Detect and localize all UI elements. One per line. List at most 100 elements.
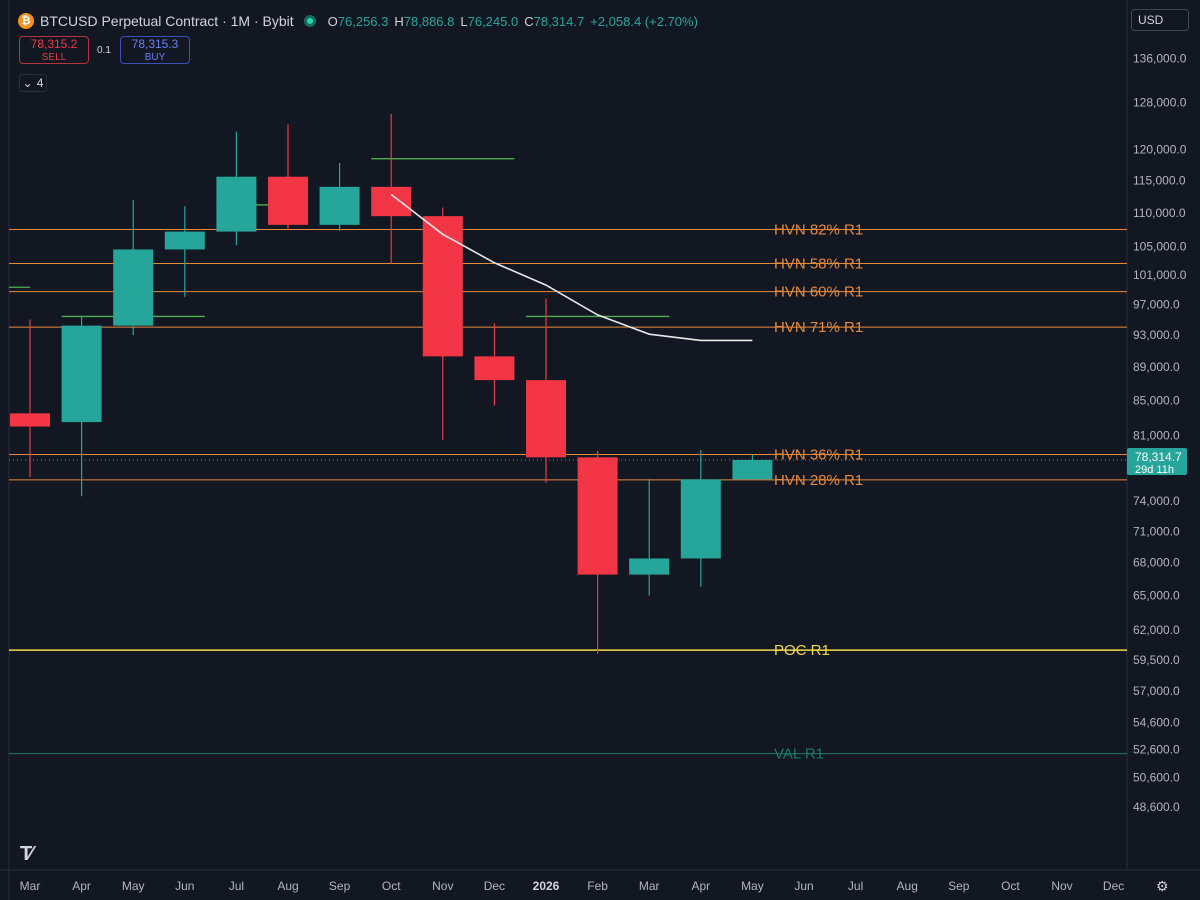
indicators-count: 4 bbox=[36, 76, 44, 90]
candle-body bbox=[216, 176, 257, 232]
level-label: POC R1 bbox=[774, 642, 830, 659]
x-tick-label: Apr bbox=[691, 879, 710, 893]
x-tick-label: Aug bbox=[897, 879, 918, 893]
y-tick-label: 71,000.0 bbox=[1133, 524, 1180, 538]
x-tick-label: Oct bbox=[1001, 879, 1020, 893]
candle-body bbox=[268, 176, 308, 225]
y-tick-label: 68,000.0 bbox=[1133, 556, 1180, 570]
candle-body bbox=[113, 249, 154, 326]
candle-body bbox=[577, 457, 618, 575]
y-tick-label: 97,000.0 bbox=[1133, 297, 1180, 311]
buy-button[interactable]: 78,315.3 BUY bbox=[120, 36, 190, 64]
buy-price: 78,315.3 bbox=[131, 37, 179, 51]
x-tick-label: Feb bbox=[587, 879, 608, 893]
y-tick-label: 50,600.0 bbox=[1133, 771, 1180, 785]
y-tick-label: 136,000.0 bbox=[1133, 51, 1187, 65]
order-quantity[interactable]: 0.1 bbox=[97, 45, 111, 56]
y-tick-label: 65,000.0 bbox=[1133, 589, 1180, 603]
bitcoin-icon: ₿ bbox=[18, 13, 34, 29]
level-label: HVN 71% R1 bbox=[774, 319, 863, 336]
sell-button[interactable]: 78,315.2 SELL bbox=[19, 36, 89, 64]
x-tick-label: Mar bbox=[639, 879, 660, 893]
level-label: HVN 60% R1 bbox=[774, 284, 863, 301]
indicators-toggle-button[interactable]: ⌄ 4 bbox=[19, 74, 47, 92]
y-tick-label: 52,600.0 bbox=[1133, 743, 1180, 757]
candle-body bbox=[10, 413, 50, 427]
ohlc-values: O76,256.3 H78,886.8 L76,245.0 C78,314.7 … bbox=[328, 14, 698, 29]
low-value: 76,245.0 bbox=[467, 13, 519, 29]
x-tick-label: Apr bbox=[72, 879, 91, 893]
x-tick-label: Sep bbox=[329, 879, 351, 893]
y-tick-label: 74,000.0 bbox=[1133, 494, 1180, 508]
candle-body bbox=[422, 216, 463, 357]
y-tick-label: 128,000.0 bbox=[1133, 96, 1187, 110]
candle-body bbox=[680, 479, 721, 559]
high-key: H bbox=[394, 13, 404, 29]
x-tick-label: Jun bbox=[794, 879, 813, 893]
market-status-icon[interactable] bbox=[303, 15, 316, 27]
x-tick-label: Jul bbox=[848, 879, 863, 893]
candle-body bbox=[629, 558, 670, 575]
sell-label: SELL bbox=[41, 52, 67, 63]
candle-body bbox=[732, 459, 773, 480]
candle-body bbox=[526, 380, 566, 458]
close-value: 78,314.7 bbox=[533, 13, 585, 29]
x-tick-label: Aug bbox=[277, 879, 298, 893]
x-tick-label: Dec bbox=[484, 879, 505, 893]
open-key: O bbox=[327, 13, 338, 29]
y-tick-label: 57,000.0 bbox=[1133, 684, 1180, 698]
y-tick-label: 115,000.0 bbox=[1133, 173, 1186, 187]
x-tick-label: Dec bbox=[1103, 879, 1124, 893]
tradingview-logo-icon[interactable]: T⁄ bbox=[20, 843, 32, 865]
chevron-down-icon: ⌄ bbox=[22, 76, 33, 90]
y-tick-label: 120,000.0 bbox=[1133, 143, 1187, 157]
current-price-badge-price: 78,314.7 bbox=[1135, 450, 1182, 464]
moving-average-line bbox=[390, 193, 753, 342]
low-key: L bbox=[460, 13, 468, 29]
x-tick-label: May bbox=[122, 879, 145, 893]
level-label: HVN 36% R1 bbox=[774, 447, 863, 464]
x-tick-label: Sep bbox=[948, 879, 970, 893]
buy-label: BUY bbox=[144, 52, 166, 63]
y-tick-label: 48,600.0 bbox=[1133, 800, 1180, 814]
x-tick-label: May bbox=[741, 879, 764, 893]
candle-body bbox=[164, 231, 205, 250]
x-tick-label: Nov bbox=[1051, 879, 1072, 893]
y-tick-label: 105,000.0 bbox=[1133, 240, 1187, 254]
x-tick-label: Oct bbox=[382, 879, 401, 893]
y-tick-label: 59,500.0 bbox=[1133, 653, 1180, 667]
x-tick-label: 2026 bbox=[533, 879, 560, 893]
y-tick-label: 62,000.0 bbox=[1133, 623, 1180, 637]
level-label: HVN 58% R1 bbox=[774, 255, 863, 272]
y-tick-label: 54,600.0 bbox=[1133, 715, 1180, 729]
y-tick-label: 110,000.0 bbox=[1133, 206, 1186, 220]
y-tick-label: 101,000.0 bbox=[1133, 268, 1187, 282]
y-tick-label: 89,000.0 bbox=[1133, 360, 1180, 374]
change-value: +2,058.4 (+2.70%) bbox=[590, 13, 698, 29]
close-key: C bbox=[524, 13, 534, 29]
x-tick-label: Mar bbox=[20, 879, 41, 893]
sell-price: 78,315.2 bbox=[30, 37, 78, 51]
level-label: VAL R1 bbox=[774, 746, 824, 763]
level-label: HVN 28% R1 bbox=[774, 472, 863, 489]
chart-header: ₿ BTCUSD Perpetual Contract · 1M · Bybit… bbox=[18, 10, 698, 32]
candle-body bbox=[474, 356, 515, 381]
x-tick-label: Nov bbox=[432, 879, 453, 893]
gear-icon[interactable]: ⚙ bbox=[1156, 878, 1169, 894]
candle-body bbox=[319, 186, 360, 225]
current-price-badge-countdown: 29d 11h bbox=[1135, 464, 1174, 476]
y-tick-label: 81,000.0 bbox=[1133, 428, 1180, 442]
level-label: HVN 82% R1 bbox=[774, 222, 863, 239]
x-tick-label: Jun bbox=[175, 879, 194, 893]
y-tick-label: 93,000.0 bbox=[1133, 328, 1180, 342]
symbol-title[interactable]: BTCUSD Perpetual Contract · 1M · Bybit bbox=[40, 13, 294, 29]
high-value: 78,886.8 bbox=[403, 13, 455, 29]
candle-body bbox=[371, 186, 412, 217]
x-tick-label: Jul bbox=[229, 879, 244, 893]
current-price-badge bbox=[1127, 447, 1187, 475]
currency-select[interactable]: USD bbox=[1131, 9, 1189, 31]
y-tick-label: 85,000.0 bbox=[1133, 393, 1180, 407]
candle-body bbox=[61, 325, 102, 423]
open-value: 76,256.3 bbox=[337, 13, 389, 29]
